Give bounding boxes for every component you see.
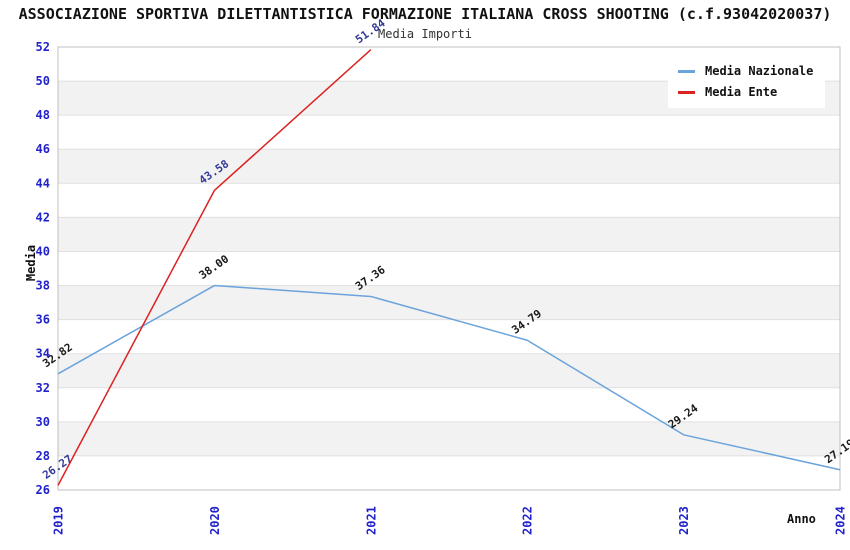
- y-tick-label: 40: [36, 244, 50, 258]
- x-tick-label: 2024: [834, 506, 848, 535]
- plot-band: [58, 183, 840, 218]
- y-tick-label: 46: [36, 142, 50, 156]
- y-tick-label: 26: [36, 483, 50, 497]
- plot-band: [58, 455, 840, 490]
- series-line-media-ente: [57, 49, 372, 486]
- y-tick-label: 50: [36, 74, 50, 88]
- y-tick-label: 52: [36, 40, 50, 54]
- media-nazionale-line-swatch: [678, 69, 695, 73]
- media-ente-line-swatch: [678, 90, 695, 94]
- plot-band: [58, 421, 840, 456]
- plot-band: [58, 149, 840, 184]
- legend-item-media-nazionale: Media Nazionale: [678, 64, 813, 78]
- y-tick-label: 32: [36, 381, 50, 395]
- legend: Media Nazionale Media Ente: [668, 57, 826, 108]
- x-tick-label: 2022: [521, 506, 535, 535]
- y-tick-label: 48: [36, 108, 50, 122]
- plot-band: [58, 285, 840, 320]
- y-tick-label: 38: [36, 279, 50, 293]
- legend-label-media-ente: Media Ente: [705, 85, 778, 99]
- chart-title: ASSOCIAZIONE SPORTIVA DILETTANTISTICA FO…: [18, 5, 832, 23]
- plot-band: [58, 217, 840, 252]
- plot-border: [57, 46, 841, 491]
- plot-band: [58, 251, 840, 286]
- y-tick-label: 28: [36, 449, 50, 463]
- plot-band: [58, 115, 840, 150]
- x-axis-title: Anno: [787, 512, 816, 526]
- plot-band: [58, 319, 840, 354]
- plot-band: [58, 387, 840, 422]
- x-tick-label: 2023: [677, 506, 691, 535]
- x-tick-label: 2019: [52, 506, 66, 535]
- plot-band: [58, 353, 840, 388]
- chart-subtitle: Media Importi: [378, 27, 472, 41]
- series-line-media-nazionale: [57, 284, 841, 471]
- legend-label-media-nazionale: Media Nazionale: [705, 64, 814, 78]
- y-axis-title: Media: [24, 244, 39, 282]
- y-tick-label: 36: [36, 313, 50, 327]
- x-tick-label: 2021: [364, 506, 378, 535]
- y-tick-label: 42: [36, 210, 50, 224]
- y-tick-label: 30: [36, 415, 50, 429]
- y-tick-label: 34: [36, 347, 50, 361]
- x-tick-label: 2020: [208, 506, 222, 535]
- y-tick-label: 44: [36, 176, 50, 190]
- legend-item-media-ente: Media Ente: [678, 85, 813, 99]
